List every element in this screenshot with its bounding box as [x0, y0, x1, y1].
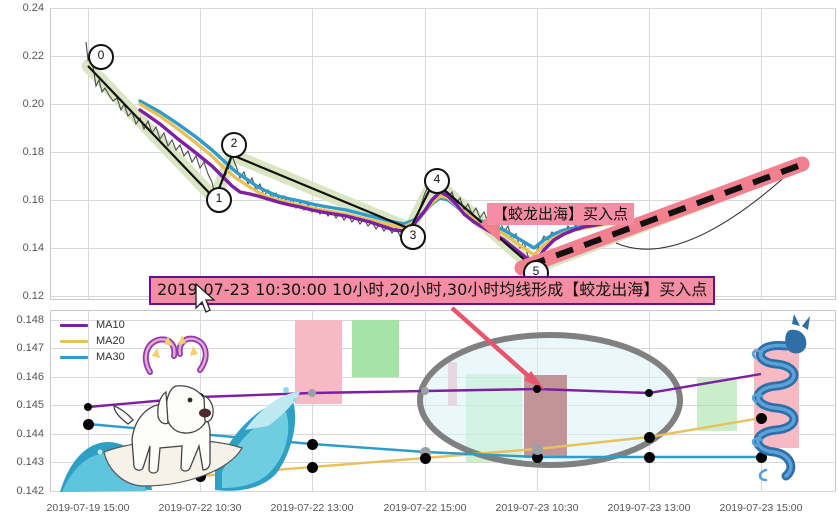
y-tick-bot-1: 0.147 — [16, 342, 44, 354]
marker-0: 0 — [88, 44, 114, 70]
gridline — [425, 8, 426, 300]
legend-label-ma10: MA10 — [96, 319, 125, 331]
gridline — [50, 491, 836, 492]
gridline — [88, 8, 89, 300]
x-tick-0: 2019-07-19 15:00 — [46, 502, 130, 514]
gridline — [200, 8, 201, 300]
y-tick-top-4: 0.16 — [22, 194, 44, 206]
dog-nose — [199, 408, 211, 418]
y-tick-top-2: 0.20 — [22, 98, 44, 110]
y-tick-top-6: 0.12 — [22, 290, 44, 302]
highlight-ellipse — [417, 332, 683, 468]
x-tick-4: 2019-07-23 10:30 — [495, 502, 579, 514]
ma-point — [421, 387, 429, 395]
gridline — [50, 56, 836, 57]
ma-point — [756, 452, 767, 463]
buy-signal-tag: 【蛟龙出海】买入点 — [487, 203, 635, 225]
marker-2: 2 — [221, 132, 247, 158]
bar-down — [352, 320, 399, 377]
ma-point — [83, 419, 94, 430]
gridline — [50, 462, 836, 463]
ma-point — [756, 413, 767, 424]
y-tick-bot-5: 0.143 — [16, 456, 44, 468]
marker-1: 1 — [206, 187, 232, 213]
ma-point — [533, 385, 541, 393]
legend-label-ma20: MA20 — [96, 335, 125, 347]
dog-figure — [113, 385, 214, 474]
y-tick-bot-3: 0.145 — [16, 399, 44, 411]
y-tick-bot-6: 0.142 — [16, 485, 44, 497]
ma-legend: MA10 MA20 MA30 — [60, 317, 125, 365]
gridline — [50, 8, 836, 9]
x-tick-5: 2019-07-23 13:00 — [607, 502, 691, 514]
projection-curve — [615, 162, 801, 250]
y-tick-bot-0: 0.148 — [16, 314, 44, 326]
legend-swatch-ma30 — [60, 355, 88, 359]
y-tick-top-0: 0.24 — [22, 2, 44, 14]
ma-point — [645, 389, 653, 397]
ma-point — [644, 432, 655, 443]
marker-4: 4 — [424, 168, 450, 194]
gridline — [50, 152, 836, 153]
ma-point — [420, 447, 431, 458]
ma-point — [307, 439, 318, 450]
y-tick-top-3: 0.18 — [22, 146, 44, 158]
ma-point — [307, 462, 318, 473]
legend-swatch-ma10 — [60, 323, 88, 327]
ma-point — [84, 403, 92, 411]
x-tick-1: 2019-07-22 10:30 — [158, 502, 242, 514]
dragon-head — [785, 314, 810, 354]
ma-point — [308, 389, 316, 397]
y-tick-top-5: 0.14 — [22, 242, 44, 254]
legend-item-ma10: MA10 — [60, 317, 125, 333]
legend-item-ma30: MA30 — [60, 349, 125, 365]
ma-point — [420, 453, 431, 464]
marker-3: 3 — [400, 224, 426, 250]
gridline — [50, 104, 836, 105]
gridline — [537, 8, 538, 300]
legend-label-ma30: MA30 — [96, 351, 125, 363]
gridline — [50, 348, 836, 349]
dog-eye — [187, 397, 193, 403]
y-tick-bot-4: 0.144 — [16, 428, 44, 440]
signal-callout: 2019-07-23 10:30:00 10小时,20小时,30小时均线形成【蛟… — [149, 276, 716, 305]
legend-swatch-ma20 — [60, 339, 88, 343]
gridline — [88, 310, 89, 492]
gridline — [50, 248, 836, 249]
gridline — [761, 8, 762, 300]
ma-point — [532, 452, 543, 463]
ma-point — [532, 444, 543, 455]
gridline — [50, 320, 836, 321]
gridline — [649, 8, 650, 300]
y-tick-top-1: 0.22 — [22, 50, 44, 62]
gridline — [312, 8, 313, 300]
ma-point — [644, 452, 655, 463]
dragon-spikes — [152, 335, 198, 358]
y-tick-bot-2: 0.146 — [16, 371, 44, 383]
legend-item-ma20: MA20 — [60, 333, 125, 349]
x-tick-2: 2019-07-22 13:00 — [270, 502, 354, 514]
bar-up — [295, 320, 342, 404]
x-tick-3: 2019-07-22 15:00 — [383, 502, 467, 514]
x-tick-6: 2019-07-23 15:00 — [719, 502, 803, 514]
